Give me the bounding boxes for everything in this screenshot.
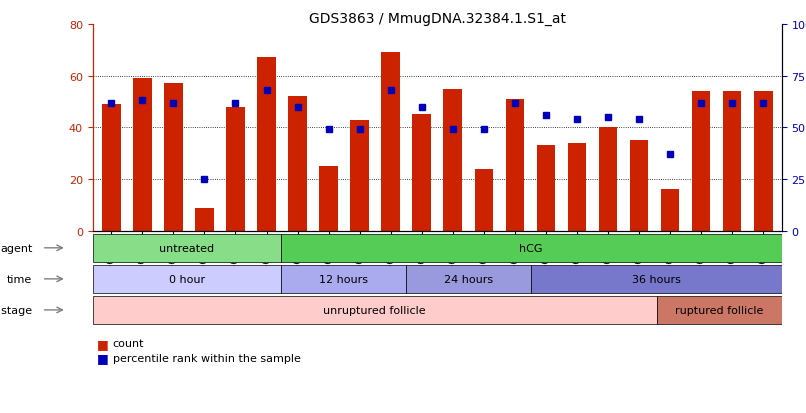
- Bar: [93, 234, 280, 263]
- Bar: [531, 265, 782, 294]
- Bar: [257, 58, 276, 231]
- Text: 0 hour: 0 hour: [168, 274, 205, 284]
- Text: unruptured follicle: unruptured follicle: [323, 305, 426, 315]
- Bar: [289, 97, 307, 231]
- Bar: [723, 92, 742, 231]
- Bar: [413, 115, 431, 231]
- Bar: [657, 296, 782, 325]
- Text: 12 hours: 12 hours: [319, 274, 368, 284]
- Bar: [406, 265, 531, 294]
- Text: GDS3863 / MmugDNA.32384.1.S1_at: GDS3863 / MmugDNA.32384.1.S1_at: [309, 12, 566, 26]
- Bar: [567, 144, 586, 231]
- Bar: [754, 92, 772, 231]
- Bar: [280, 234, 782, 263]
- Bar: [661, 190, 679, 231]
- Bar: [319, 167, 338, 231]
- Bar: [93, 296, 657, 325]
- Text: ■: ■: [97, 351, 109, 365]
- Bar: [102, 105, 121, 231]
- Text: ■: ■: [97, 337, 109, 350]
- Bar: [692, 92, 710, 231]
- Text: count: count: [113, 339, 144, 349]
- Bar: [443, 89, 462, 231]
- Bar: [351, 120, 369, 231]
- Bar: [629, 141, 648, 231]
- Bar: [133, 79, 152, 231]
- Text: hCG: hCG: [520, 243, 543, 253]
- Bar: [280, 265, 406, 294]
- Bar: [93, 265, 280, 294]
- Bar: [475, 169, 493, 231]
- Text: ruptured follicle: ruptured follicle: [675, 305, 763, 315]
- Text: 36 hours: 36 hours: [632, 274, 681, 284]
- Text: 24 hours: 24 hours: [444, 274, 493, 284]
- Text: untreated: untreated: [159, 243, 214, 253]
- Bar: [164, 84, 183, 231]
- Text: development stage: development stage: [0, 305, 32, 315]
- Text: agent: agent: [0, 243, 32, 253]
- Bar: [505, 100, 524, 231]
- Text: percentile rank within the sample: percentile rank within the sample: [113, 353, 301, 363]
- Bar: [537, 146, 555, 231]
- Bar: [195, 208, 214, 231]
- Bar: [381, 53, 400, 231]
- Bar: [599, 128, 617, 231]
- Text: time: time: [7, 274, 32, 284]
- Bar: [226, 107, 245, 231]
